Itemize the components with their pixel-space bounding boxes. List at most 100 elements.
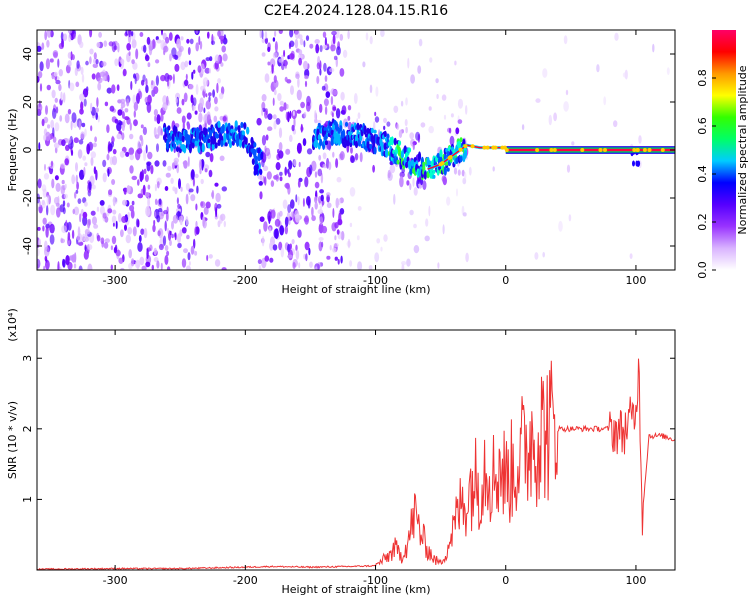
ridge-cell	[432, 174, 436, 179]
heatmap-cell	[125, 151, 130, 157]
heatmap-cell	[37, 71, 43, 79]
heatmap-cell	[139, 171, 143, 183]
heatmap-cell	[296, 89, 302, 101]
heatmap-cell	[409, 183, 412, 191]
heatmap-cell	[218, 92, 224, 100]
heatmap-cell	[195, 30, 199, 34]
heatmap-cell	[53, 142, 60, 149]
heatmap-cell	[117, 42, 120, 53]
heatmap-cell	[330, 44, 336, 52]
heatmap-cell	[318, 241, 323, 252]
heatmap-cell	[279, 100, 284, 106]
heatmap-cell	[147, 62, 151, 68]
heatmap-cell	[450, 113, 454, 118]
heatmap-cell	[37, 103, 43, 112]
snr-frame	[36, 329, 676, 571]
heatmap-cell	[266, 171, 272, 180]
heatmap-cell	[272, 37, 276, 42]
heatmap-cell	[356, 235, 360, 241]
heatmap-cell	[563, 101, 569, 112]
heatmap-cell	[195, 203, 198, 211]
heatmap-cell	[154, 183, 157, 192]
heatmap-cell	[309, 43, 314, 49]
heatmap-cell	[166, 266, 171, 270]
heatmap-cell	[264, 31, 268, 39]
ridge-cell	[194, 140, 198, 147]
heatmap-cell	[58, 69, 63, 77]
heatmap-cell	[320, 194, 324, 202]
ridge-cell	[257, 147, 261, 154]
heatmap-cell	[198, 112, 203, 123]
heatmap-cell	[186, 234, 190, 240]
heatmap-cell	[302, 138, 307, 147]
heatmap-cell	[87, 141, 94, 151]
ridge-cell	[356, 122, 360, 131]
heatmap-cell	[349, 260, 353, 267]
ridge-cell	[173, 143, 177, 150]
heatmap-cell	[134, 76, 137, 85]
heatmap-cell	[415, 131, 421, 141]
ridge-cell	[165, 139, 170, 150]
heatmap-cell	[106, 124, 110, 133]
heatmap-cell	[328, 161, 332, 171]
heatmap-cell	[169, 230, 172, 236]
heatmap-cell	[152, 38, 156, 49]
heatmap-cell	[303, 40, 306, 48]
heatmap-cell	[205, 201, 211, 209]
heatmap-cell	[295, 213, 300, 223]
heatmap-cell	[268, 227, 272, 233]
heatmap-cell	[101, 240, 104, 248]
heatmap-cell	[319, 205, 322, 210]
ridge-cell	[217, 120, 221, 128]
heatmap-cell	[214, 106, 219, 112]
ridge-cell	[390, 136, 394, 146]
heatmap-cell	[326, 255, 331, 260]
ridge-cell	[383, 130, 387, 138]
snr-background	[37, 330, 675, 570]
heatmap-cell	[156, 143, 159, 153]
heatmap-cell	[406, 180, 410, 186]
heatmap-cell	[284, 59, 287, 70]
heatmap-cell	[162, 235, 167, 246]
heatmap-cell	[39, 61, 44, 72]
heatmap-cell	[294, 38, 299, 49]
heatmap-cell	[153, 220, 156, 226]
heatmap-cell	[129, 133, 134, 140]
heatmap-cell	[97, 77, 103, 84]
heatmap-cell	[72, 208, 76, 215]
heatmap-cell	[125, 234, 131, 244]
heatmap-cell	[137, 179, 140, 186]
heatmap-cell	[542, 251, 545, 258]
ridge-cell	[463, 149, 467, 159]
heatmap-cell	[192, 97, 197, 106]
heatmap-cell	[130, 209, 135, 219]
heatmap-cell	[98, 31, 102, 38]
colorbar-label: Normalized spectral amplitude	[736, 65, 749, 234]
heatmap-cell	[311, 215, 316, 222]
heatmap-cell	[145, 144, 148, 154]
ridge-cell	[342, 129, 346, 139]
heatmap-cell	[85, 60, 89, 66]
heatmap-cell	[112, 209, 117, 215]
heatmap-cell	[393, 193, 396, 205]
heatmap-cell	[67, 30, 73, 34]
spectrogram-x-tick-label: -100	[363, 274, 388, 287]
heatmap-cell	[107, 141, 111, 152]
heatmap-cell	[118, 257, 124, 264]
heatmap-cell	[304, 241, 310, 251]
colorbar-tick-label: 0.6	[696, 117, 709, 135]
ridge-cell	[403, 146, 407, 151]
heatmap-cell	[317, 168, 323, 177]
heatmap-cell	[332, 34, 336, 45]
heatmap-cell	[429, 57, 433, 63]
heatmap-cell	[95, 169, 98, 181]
heatmap-cell	[190, 169, 195, 180]
ridge-peak	[660, 148, 665, 152]
heatmap-cell	[261, 52, 266, 57]
heatmap-cell	[122, 68, 127, 77]
heatmap-cell	[181, 98, 185, 106]
spectrogram-y-tick-label: -40	[21, 237, 34, 255]
heatmap-cell	[399, 176, 404, 188]
spectrogram-x-ticks: -300 -200 -100 0 100	[103, 30, 646, 287]
snr-line-group	[37, 358, 675, 570]
